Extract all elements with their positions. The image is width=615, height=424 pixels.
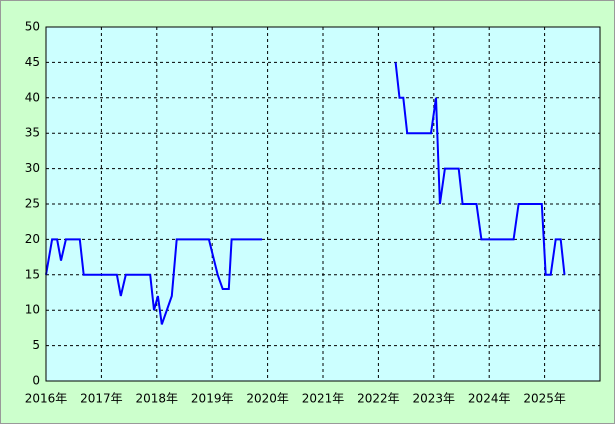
y-tick-label: 30 [25,161,40,175]
x-tick-label: 2019年 [191,392,234,406]
y-tick-label: 45 [25,55,40,69]
x-tick-label: 2017年 [80,392,123,406]
x-tick-label: 2018年 [136,392,179,406]
x-tick-label: 2023年 [413,392,456,406]
y-tick-label: 25 [25,197,40,211]
y-tick-label: 15 [25,267,40,281]
plot-frame [45,26,601,382]
y-tick-label: 50 [25,20,40,34]
y-tick-label: 35 [25,126,40,140]
y-tick-label: 0 [32,374,40,388]
x-tick-label: 2016年 [25,392,68,406]
y-tick-label: 5 [32,338,40,352]
x-tick-label: 2025年 [523,392,566,406]
x-tick-label: 2022年 [357,392,400,406]
x-tick-label: 2020年 [246,392,289,406]
data-line [45,62,566,325]
y-tick-label: 40 [25,90,40,104]
y-tick-label: 20 [25,232,40,246]
y-tick-label: 10 [25,303,40,317]
x-tick-label: 2021年 [302,392,345,406]
x-tick-label: 2024年 [468,392,511,406]
